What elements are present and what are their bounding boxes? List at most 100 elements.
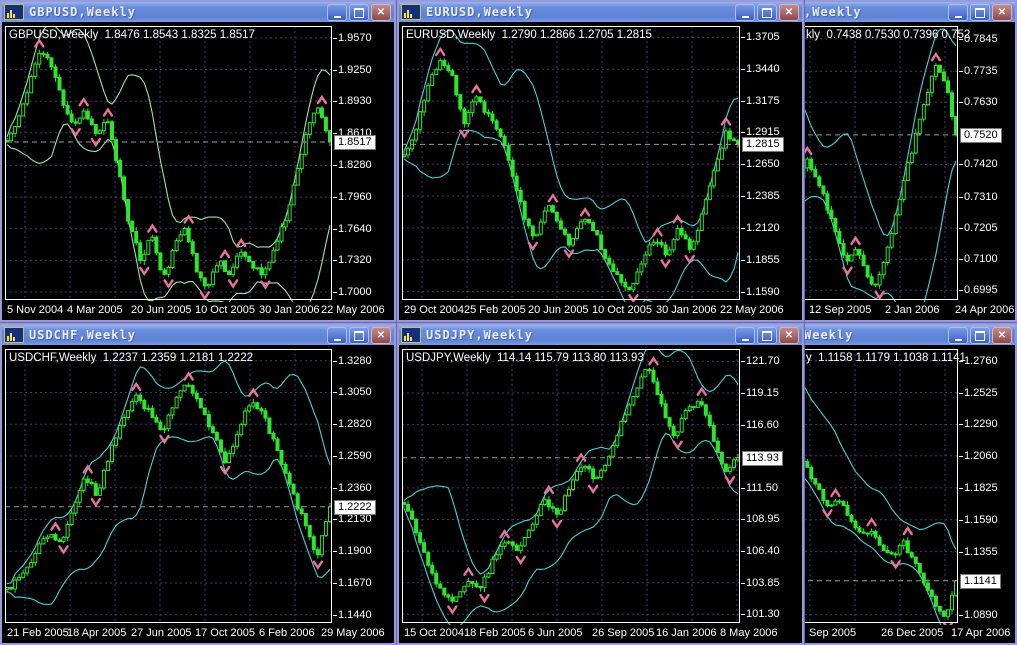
y-axis-tick — [333, 424, 337, 426]
window-titlebar[interactable]: USDJPY,Weekly ✕ — [399, 325, 802, 345]
window-titlebar[interactable]: USDCHF,Weekly ✕ — [2, 325, 394, 345]
y-axis-label: 1.2820 — [338, 418, 372, 431]
y-axis-tick — [741, 227, 745, 229]
x-axis-date-label: 5 Nov 2004 — [7, 304, 64, 316]
close-button[interactable]: ✕ — [992, 4, 1012, 21]
y-axis-tick — [333, 260, 337, 262]
y-axis-tick — [333, 519, 337, 521]
fractal-up-arrow — [463, 566, 474, 576]
y-axis-tick — [333, 132, 337, 134]
y-axis-tick — [741, 291, 745, 293]
fractal-up-arrow — [50, 521, 61, 531]
close-button[interactable]: ✕ — [371, 4, 391, 21]
y-axis-label: 1.1855 — [746, 253, 780, 266]
fractal-up-arrow — [543, 484, 555, 495]
y-axis-label: 1.7960 — [338, 191, 372, 204]
window-titlebar[interactable]: GBPUSD,Weekly ✕ — [2, 2, 394, 22]
y-axis-tick — [959, 424, 963, 426]
y-axis-label: 1.1440 — [338, 608, 372, 621]
candlestick-chart[interactable]: GBPUSD,Weekly 1.8476 1.8543 1.8325 1.851… — [2, 22, 394, 320]
x-axis-date-label: 10 Oct 2005 — [195, 304, 255, 316]
x-axis-date-label: 30 Jan 2006 — [656, 304, 717, 316]
fractal-down-arrow — [724, 475, 736, 486]
y-axis-label: 111.50 — [746, 481, 779, 494]
fractal-down-arrow — [587, 484, 599, 495]
window-controls: ✕ — [948, 4, 1012, 21]
y-axis-tick — [333, 551, 337, 553]
minimize-button[interactable] — [948, 327, 968, 344]
candlestick-chart[interactable]: USDJPY,Weekly 114.14 115.79 113.80 113.9… — [399, 345, 802, 643]
y-axis-tick — [741, 164, 745, 166]
fractal-down-arrow — [942, 621, 954, 625]
fractal-up-arrow — [866, 517, 877, 527]
fractal-up-arrow — [147, 223, 158, 233]
fractal-up-arrow — [696, 386, 707, 396]
y-axis-tick — [959, 487, 963, 489]
candlestick-chart[interactable]: USDCHF,Weekly 1.2237 1.2359 1.2181 1.222… — [2, 345, 394, 643]
x-axis-date-label: 30 Jan 2006 — [259, 304, 320, 316]
y-axis-label: 1.2120 — [746, 221, 780, 234]
band-upper — [403, 349, 739, 575]
close-button[interactable]: ✕ — [992, 327, 1012, 344]
fractal-down-arrow — [260, 280, 271, 290]
maximize-button[interactable] — [970, 4, 990, 21]
minimize-button[interactable] — [327, 4, 347, 21]
close-button[interactable]: ✕ — [779, 4, 799, 21]
window-titlebar[interactable]: ,Weekly ✕ — [742, 2, 1015, 22]
ohlc-info-line: USDCHF,Weekly 1.2237 1.2359 1.2181 1.222… — [9, 352, 253, 364]
candlestick-chart[interactable]: kly 0.7438 0.7530 0.7396 0.752 0.7845 0.77… — [742, 22, 1015, 320]
y-axis-tick — [333, 392, 337, 394]
minimize-button[interactable] — [735, 4, 755, 21]
maximize-button[interactable] — [349, 4, 369, 21]
y-axis-label: 1.2360 — [338, 481, 372, 494]
price-plot — [5, 349, 332, 623]
window-titlebar[interactable]: EURUSD,Weekly ✕ — [399, 2, 802, 22]
close-button[interactable]: ✕ — [371, 327, 391, 344]
fractal-down-arrow — [822, 509, 833, 519]
window-controls: ✕ — [327, 4, 391, 21]
fractal-down-arrow — [459, 129, 470, 139]
x-axis-date-label: 21 Feb 2005 — [7, 627, 69, 639]
fractal-down-arrow — [139, 266, 150, 277]
y-axis-tick — [741, 551, 745, 553]
x-axis-date-label: 20 Jun 2005 — [131, 304, 192, 316]
fractal-up-arrow — [78, 97, 89, 107]
chart-window-icon — [4, 4, 24, 20]
y-axis-tick — [959, 455, 963, 457]
fractal-down-arrow — [672, 440, 683, 450]
fractal-up-arrow — [802, 145, 813, 156]
y-axis-label: 108.95 — [746, 513, 780, 526]
maximize-button[interactable] — [757, 327, 777, 344]
minimize-button[interactable] — [948, 4, 968, 21]
x-axis-date-label: 24 Apr 2006 — [955, 304, 1015, 316]
y-axis-tick — [741, 259, 745, 261]
fractal-up-arrow — [830, 487, 841, 498]
y-axis-tick — [741, 69, 745, 71]
fractal-down-arrow — [660, 259, 671, 269]
minimize-button[interactable] — [327, 327, 347, 344]
fractal-down-arrow — [58, 545, 69, 555]
y-axis-tick — [959, 164, 963, 166]
close-button[interactable]: ✕ — [779, 327, 799, 344]
y-axis-tick — [333, 360, 337, 362]
price-plot — [402, 349, 740, 625]
fractal-up-arrow — [102, 107, 114, 117]
candlestick-chart[interactable]: EURUSD,Weekly 1.2790 1.2866 1.2705 1.281… — [399, 22, 802, 320]
y-axis-tick — [741, 37, 745, 39]
fractal-down-arrow — [219, 465, 231, 476]
y-axis-label: 119.15 — [746, 387, 779, 399]
minimize-button[interactable] — [735, 327, 755, 344]
maximize-button[interactable] — [970, 327, 990, 344]
band-upper — [6, 360, 331, 585]
maximize-button[interactable] — [349, 327, 369, 344]
maximize-button[interactable] — [757, 4, 777, 21]
x-axis-date-label: 16 Jan 2006 — [656, 627, 717, 639]
x-axis-date-label: 4 Mar 2005 — [67, 304, 123, 316]
fractal-up-arrow — [183, 214, 194, 224]
fractal-up-arrow — [471, 83, 482, 94]
y-axis-tick — [333, 582, 337, 584]
fractal-up-arrow — [930, 51, 942, 62]
fractal-up-arrow — [672, 214, 683, 224]
fractal-down-arrow — [563, 249, 575, 259]
band-upper — [403, 29, 739, 243]
